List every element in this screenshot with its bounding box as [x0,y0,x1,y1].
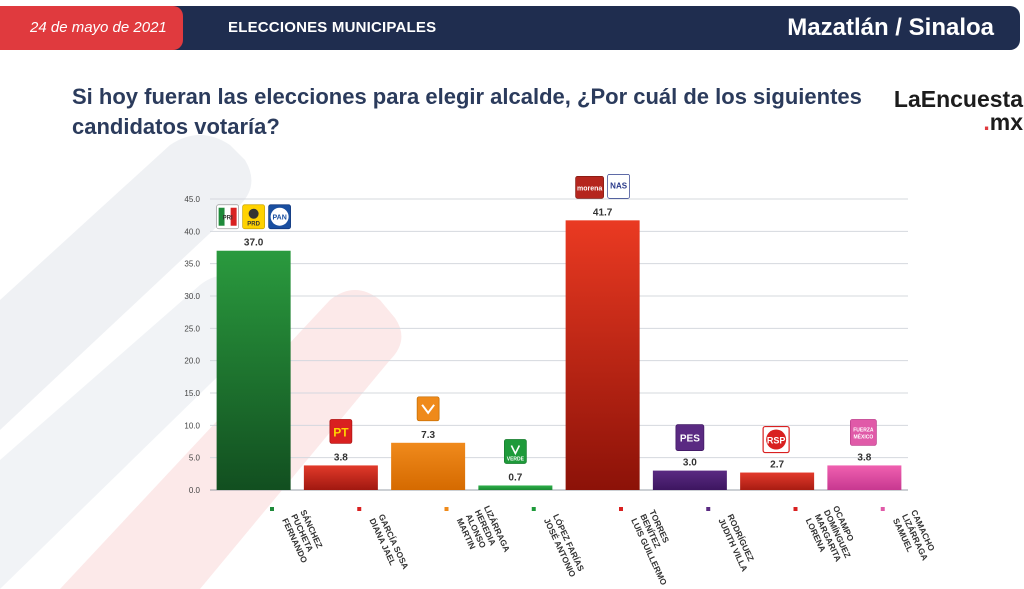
value-label: 3.8 [857,452,871,463]
svg-text:morena: morena [577,185,602,192]
category-label: JUDITH VILLARODRÍGUEZ [716,512,758,573]
legend-marker [531,507,536,511]
brand-logo: LaEncuesta .mx [878,88,1023,134]
svg-text:RSP: RSP [767,436,786,446]
svg-text:PES: PES [680,434,700,445]
svg-text:NAS: NAS [610,181,628,190]
category-label: JOSÉ ANTONIOLÓPEZ FARÍAS [542,512,588,579]
value-label: 3.8 [334,452,348,463]
svg-text:PAN: PAN [272,215,286,222]
party-logo-pt: PT [329,419,353,444]
topic-bar: ELECCIONES MUNICIPALES Mazatlán / Sinalo… [170,6,1020,50]
y-tick-label: 10.0 [184,421,200,430]
brand-suffix: mx [989,109,1023,135]
legend-marker [793,507,798,511]
y-tick-label: 25.0 [184,324,200,333]
party-logo-nas: NAS [607,173,630,199]
category-label: LUIS GUILLERMOBENÍTEZTORRES [629,508,687,587]
y-tick-label: 20.0 [184,357,200,366]
legend-marker [270,507,274,511]
legend-marker [880,507,885,511]
bar [216,250,291,490]
party-logo-rsp: RSP [762,425,790,454]
value-label: 2.7 [770,460,784,471]
value-label: 0.7 [508,472,522,483]
svg-text:PRD: PRD [247,222,260,228]
party-logo-mc [416,396,440,422]
value-label: 37.0 [244,238,264,249]
category-label: FERNANDOPUCHETASÁNCHEZ [280,508,328,565]
chart-question: Si hoy fueran las elecciones para elegir… [72,84,862,139]
bar [565,220,640,490]
svg-text:VERDE: VERDE [507,456,525,462]
y-tick-label: 35.0 [184,260,200,269]
brand-dot: . [983,109,990,135]
party-logo-morena: morena [575,175,604,199]
legend-marker [619,507,623,511]
place-label: Mazatlán / Sinaloa [787,14,994,41]
y-tick-label: 45.0 [184,195,200,204]
bar [303,465,378,490]
category-label: DIANA JAELGARCÍA SOSA [367,512,410,575]
party-logo-prd: PRD [242,204,265,230]
legend-marker [706,507,711,511]
bar [827,465,902,490]
y-tick-label: 40.0 [184,227,200,236]
party-logo-pan: PAN [268,204,291,230]
value-label: 7.3 [421,430,435,441]
legend-marker [357,507,362,511]
svg-text:PRI: PRI [223,216,233,222]
svg-text:MÉXICO: MÉXICO [854,432,874,440]
svg-text:FUERZA: FUERZA [853,427,874,433]
bar [740,472,815,490]
value-label: 3.0 [683,458,697,469]
legend-marker [444,507,449,511]
party-logo-verde: VERDE [504,439,527,464]
svg-text:PT: PT [333,425,349,439]
brand-name: LaEncuesta [893,86,1023,112]
category-label: MARTINALONSOHEREDIALIZÁRRAGA [455,504,512,566]
value-label: 41.7 [593,207,613,218]
bar [652,470,727,490]
y-tick-label: 0.0 [189,486,201,495]
category-label: SAMUELLIZÁRRAGACAMACHO [891,508,939,566]
bar [478,485,553,490]
y-tick-label: 30.0 [184,292,200,301]
y-tick-label: 15.0 [184,389,200,398]
party-logo-pri: PRI [216,204,239,230]
header-bar: ELECCIONES MUNICIPALES Mazatlán / Sinalo… [0,6,1020,50]
party-logo-pes: PES [675,424,705,451]
topic-label: ELECCIONES MUNICIPALES [228,19,437,36]
date-badge: 24 de mayo de 2021 [0,6,183,50]
y-tick-label: 5.0 [189,454,201,463]
bar [391,442,466,490]
category-label: LORENAMARGARITADOMÍNGUEZOCAMPO [804,504,862,568]
